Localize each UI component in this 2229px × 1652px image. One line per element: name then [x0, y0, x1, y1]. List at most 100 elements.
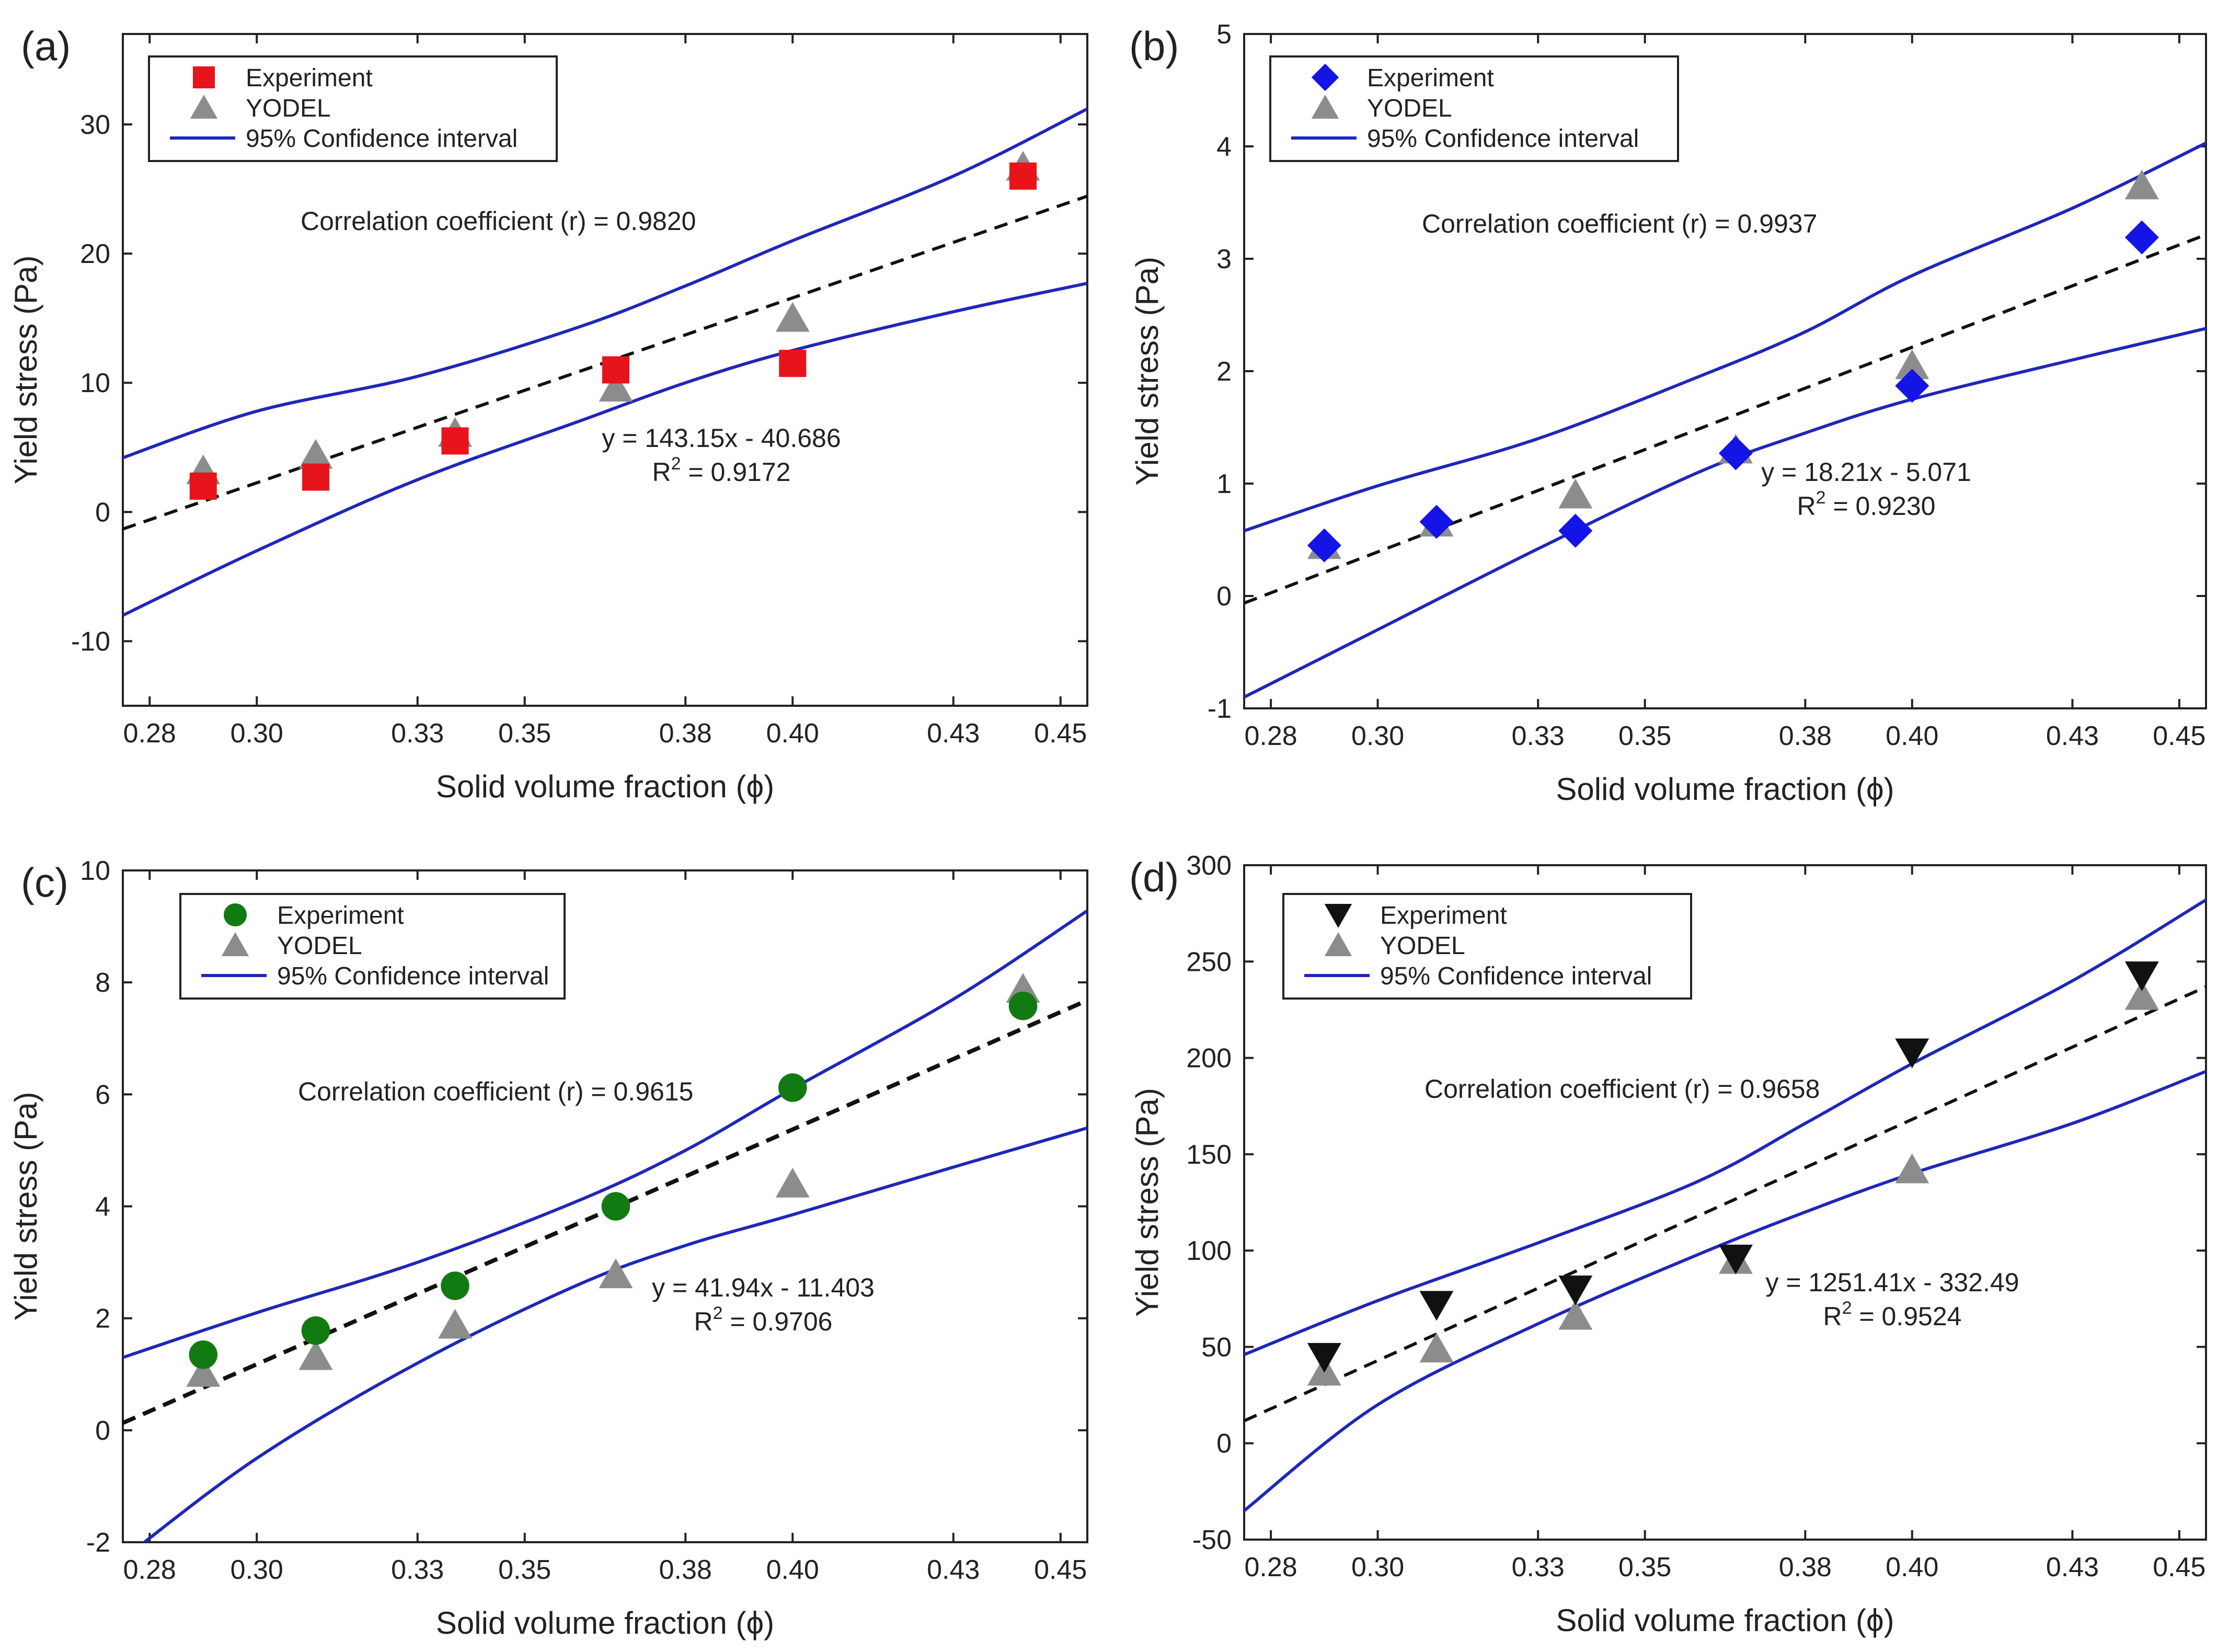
- yodel-point: [1419, 1333, 1454, 1363]
- correlation-annotation: Correlation coefficient (r) = 0.9615: [298, 1077, 693, 1106]
- fit-equation: y = 1251.41x - 332.49: [1765, 1268, 2019, 1297]
- legend-yodel-label: YODEL: [1367, 95, 1452, 122]
- correlation-annotation: Correlation coefficient (r) = 0.9820: [301, 206, 696, 236]
- x-tick-label: 0.40: [766, 718, 819, 749]
- x-tick-label: 0.33: [1512, 1552, 1565, 1582]
- y-axis-label: Yield stress (Pa): [8, 256, 43, 485]
- y-tick-label: 250: [1186, 947, 1232, 977]
- experiment-point: [1009, 162, 1037, 190]
- experiment-point: [1558, 513, 1593, 548]
- y-tick-label: 0: [95, 1416, 110, 1446]
- legend-experiment-marker: [1311, 63, 1339, 91]
- x-tick-label: 0.45: [2153, 721, 2205, 751]
- yodel-point: [775, 302, 810, 332]
- y-tick-label: 4: [1216, 132, 1232, 162]
- y-axis-label: Yield stress (Pa): [1130, 257, 1165, 486]
- experiment-point: [778, 1073, 807, 1102]
- legend-experiment-label: Experiment: [1380, 902, 1507, 930]
- r-squared-value: = 0.9172: [681, 457, 791, 487]
- panel-c: (c) 0.28 0.30 0.33 0.35 0.38 0.40 0.43 0.45 -2 0 2 4…: [8, 856, 1088, 1640]
- x-tick-label: 0.45: [2153, 1552, 2205, 1582]
- x-tick-label: 0.33: [391, 718, 444, 749]
- x-tick-label: 0.40: [766, 1555, 819, 1585]
- x-axis-label: Solid volume fraction (ϕ): [436, 769, 774, 804]
- series-experiment: [1307, 961, 2159, 1373]
- y-tick-label: 20: [80, 239, 110, 269]
- legend-yodel-label: YODEL: [277, 932, 362, 960]
- x-tick-label: 0.28: [123, 718, 176, 749]
- yodel-point: [298, 1340, 333, 1370]
- panel-label: (c): [21, 859, 68, 905]
- legend-experiment-marker: [1324, 904, 1352, 928]
- regression-fit-line: [1244, 233, 2206, 605]
- x-tick-label: 0.38: [1779, 721, 1832, 751]
- plot-area: [1244, 141, 2206, 699]
- r-squared-annotation: R2 = 0.9230: [1797, 488, 1936, 521]
- x-tick-label: 0.30: [1351, 1552, 1404, 1582]
- ci-upper-line: [1244, 898, 2206, 1356]
- legend: Experiment YODEL 95% Confidence interval: [1269, 55, 1679, 162]
- y-tick-label: 30: [80, 110, 110, 140]
- series-experiment: [1307, 220, 2159, 563]
- experiment-point: [1307, 1343, 1341, 1373]
- series-experiment: [189, 162, 1037, 500]
- y-tick-label: 0: [1216, 581, 1232, 612]
- experiment-point: [2124, 220, 2159, 255]
- x-tick-label: 0.43: [927, 718, 980, 749]
- x-tick-label: 0.30: [231, 718, 283, 749]
- yodel-point: [1558, 1300, 1593, 1330]
- y-tick-label: 300: [1186, 851, 1232, 881]
- legend-box: [1282, 893, 1692, 1000]
- ci-upper-line: [123, 909, 1087, 1359]
- legend-box: [1269, 55, 1679, 162]
- y-tick-label: 8: [95, 968, 110, 998]
- plot-area: [123, 909, 1087, 1542]
- legend-experiment-label: Experiment: [1367, 64, 1494, 92]
- r-squared-annotation: R2 = 0.9706: [694, 1303, 833, 1336]
- legend-yodel-marker: [190, 95, 218, 119]
- y-tick-label: 1: [1216, 469, 1232, 499]
- yodel-point: [1558, 478, 1593, 509]
- experiment-point: [1419, 1291, 1454, 1321]
- x-tick-label: 0.38: [1779, 1552, 1832, 1582]
- experiment-point: [1895, 1038, 1929, 1069]
- series-experiment: [189, 991, 1038, 1369]
- panel-label: (d): [1129, 854, 1179, 900]
- correlation-annotation: Correlation coefficient (r) = 0.9658: [1424, 1074, 1820, 1104]
- x-tick-label: 0.43: [927, 1555, 980, 1585]
- y-tick-label: -2: [86, 1528, 110, 1558]
- x-tick-label: 0.43: [2046, 1552, 2099, 1582]
- y-tick-label: 6: [95, 1080, 110, 1110]
- experiment-point: [189, 1340, 218, 1369]
- y-tick-label: 200: [1186, 1043, 1232, 1074]
- ci-upper-line: [123, 107, 1087, 460]
- x-tick-label: 0.40: [1886, 1552, 1938, 1582]
- r-squared-annotation: R2 = 0.9524: [1823, 1298, 1962, 1331]
- legend-ci-label: 95% Confidence interval: [1367, 125, 1639, 153]
- ci-lower-line: [123, 281, 1087, 617]
- panel-d: (d) 0.28 0.30 0.33 0.35 0.38 0.40 0.43 0.45 -50 0 5…: [1129, 851, 2207, 1638]
- regression-fit-line: [1244, 985, 2206, 1422]
- r-squared-symbol: R: [694, 1307, 713, 1336]
- experiment-point: [1718, 436, 1753, 471]
- experiment-point: [1419, 504, 1454, 539]
- r-squared-value: = 0.9524: [1852, 1302, 1962, 1331]
- r-squared-symbol: R: [1823, 1302, 1842, 1331]
- correlation-annotation: Correlation coefficient (r) = 0.9937: [1422, 209, 1817, 238]
- fit-equation: y = 18.21x - 5.071: [1761, 457, 1971, 487]
- x-tick-label: 0.45: [1034, 1555, 1087, 1585]
- x-tick-label: 0.40: [1886, 721, 1938, 751]
- x-tick-label: 0.33: [391, 1555, 444, 1585]
- plot-area: [123, 107, 1087, 617]
- fit-equation: y = 143.15x - 40.686: [602, 423, 841, 453]
- experiment-point: [1008, 991, 1038, 1020]
- yodel-point: [2124, 980, 2159, 1010]
- experiment-point: [1895, 369, 1929, 403]
- x-tick-label: 0.45: [1034, 718, 1087, 749]
- y-tick-label: 5: [1216, 19, 1232, 50]
- y-tick-label: 4: [95, 1192, 110, 1222]
